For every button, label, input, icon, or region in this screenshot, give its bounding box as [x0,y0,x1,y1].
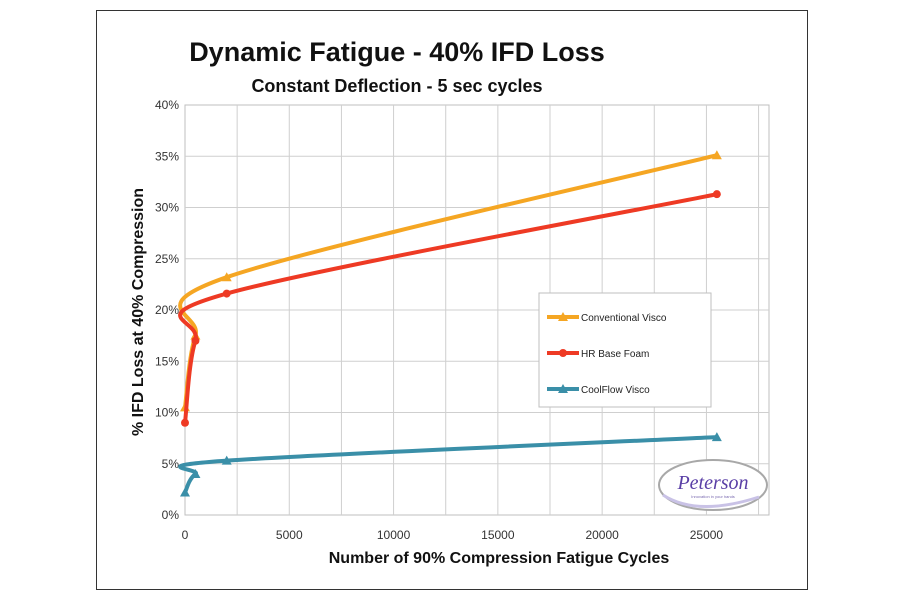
data-point [712,190,721,199]
y-tick-label: 15% [155,354,179,368]
x-tick-label: 10000 [377,528,411,542]
y-axis-ticks: 0% 5% 10% 15% 20% 25% 30% 35% 40% [155,98,179,522]
logo-ellipse [658,459,768,511]
data-point [180,487,190,497]
chart-title: Dynamic Fatigue - 40% IFD Loss [189,37,605,67]
legend-label: CoolFlow Visco [581,385,650,396]
y-tick-label: 0% [162,508,180,522]
x-tick-label: 15000 [481,528,515,542]
y-tick-label: 35% [155,149,179,163]
series-layer [178,150,722,497]
logo-swoosh [662,493,760,509]
legend-label: HR Base Foam [581,349,649,360]
y-tick-label: 40% [155,98,179,112]
legend-marker [558,312,568,321]
data-point [711,150,722,160]
x-tick-label: 0 [182,528,189,542]
data-point [181,418,189,427]
legend-marker [558,384,568,393]
x-axis-label: Number of 90% Compression Fatigue Cycles [329,550,670,567]
y-tick-label: 25% [155,252,179,266]
data-point [191,336,200,345]
x-tick-label: 5000 [276,528,303,542]
logo-tagline: Innovation in your hands [691,494,735,499]
y-tick-label: 20% [155,303,179,317]
data-point [222,289,231,298]
data-point [711,432,722,442]
data-point [190,469,201,478]
chart-subtitle: Constant Deflection - 5 sec cycles [251,76,542,96]
series-coolflow-visco [178,432,722,497]
data-point [221,272,232,282]
legend-marker [559,349,567,357]
logo-wordmark: Peterson [676,472,748,494]
y-axis-label: % IFD Loss at 40% Compression [130,188,147,436]
y-tick-label: 10% [155,406,179,420]
x-axis-ticks: 0 5000 10000 15000 20000 25000 [182,528,724,542]
series-line [178,192,719,425]
x-tick-label: 25000 [690,528,724,542]
legend: Conventional Visco HR Base Foam CoolFlow V… [538,292,712,408]
legend-label: Conventional Visco [581,313,667,324]
y-tick-label: 5% [162,457,180,471]
series-hr-base-foam [178,190,721,427]
y-tick-label: 30% [155,201,179,215]
line-chart: Dynamic Fatigue - 40% IFD Loss Constant … [130,37,770,567]
data-point [221,455,232,465]
chart-frame: Dynamic Fatigue - 40% IFD Loss Constant … [96,10,808,590]
x-tick-label: 20000 [585,528,619,542]
